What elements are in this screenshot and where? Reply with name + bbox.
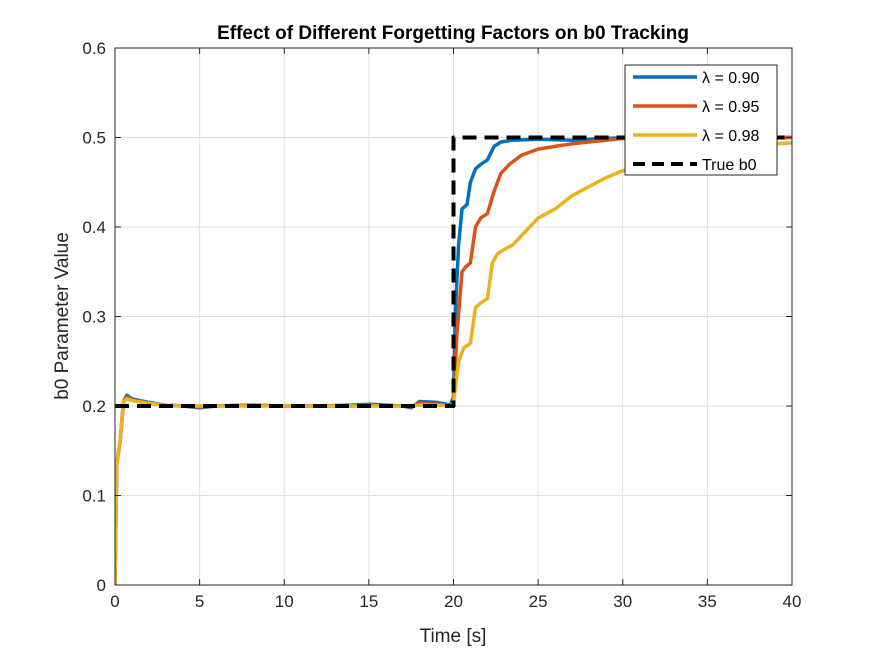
y-tick-label: 0.4 bbox=[82, 218, 106, 237]
legend-label: λ = 0.95 bbox=[702, 99, 759, 116]
x-tick-label: 10 bbox=[275, 592, 294, 611]
y-axis-title: b0 Parameter Value bbox=[52, 232, 73, 400]
x-tick-label: 5 bbox=[195, 592, 204, 611]
y-tick-label: 0.1 bbox=[82, 487, 106, 506]
y-tick-label: 0.3 bbox=[82, 308, 106, 327]
series-line-4 bbox=[115, 135, 792, 408]
x-tick-label: 30 bbox=[613, 592, 632, 611]
x-tick-label: 20 bbox=[444, 592, 463, 611]
x-axis-title: Time [s] bbox=[420, 626, 487, 647]
x-tick-label: 0 bbox=[110, 592, 119, 611]
chart-title: Effect of Different Forgetting Factors o… bbox=[217, 23, 689, 44]
y-tick-label: 0 bbox=[97, 576, 106, 595]
legend: λ = 0.90 λ = 0.95 λ = 0.98 True b0 bbox=[624, 64, 778, 176]
x-tick-label: 35 bbox=[698, 592, 717, 611]
x-tick-label: 40 bbox=[783, 592, 802, 611]
x-tick-label: 15 bbox=[359, 592, 378, 611]
axis-ticks bbox=[114, 47, 793, 586]
y-tick-label: 0.6 bbox=[82, 39, 106, 58]
legend-box bbox=[624, 64, 778, 176]
y-tick-label: 0.5 bbox=[82, 129, 106, 148]
x-tick-label: 25 bbox=[529, 592, 548, 611]
y-tick-label: 0.2 bbox=[82, 397, 106, 416]
legend-label: True b0 bbox=[702, 157, 757, 174]
legend-label: λ = 0.98 bbox=[702, 128, 759, 145]
legend-label: λ = 0.90 bbox=[702, 70, 759, 87]
tick-labels: 0 5 10 15 20 25 30 35 40 0 0.1 0.2 0.3 0.4 0.5 0.6 bbox=[82, 39, 801, 611]
